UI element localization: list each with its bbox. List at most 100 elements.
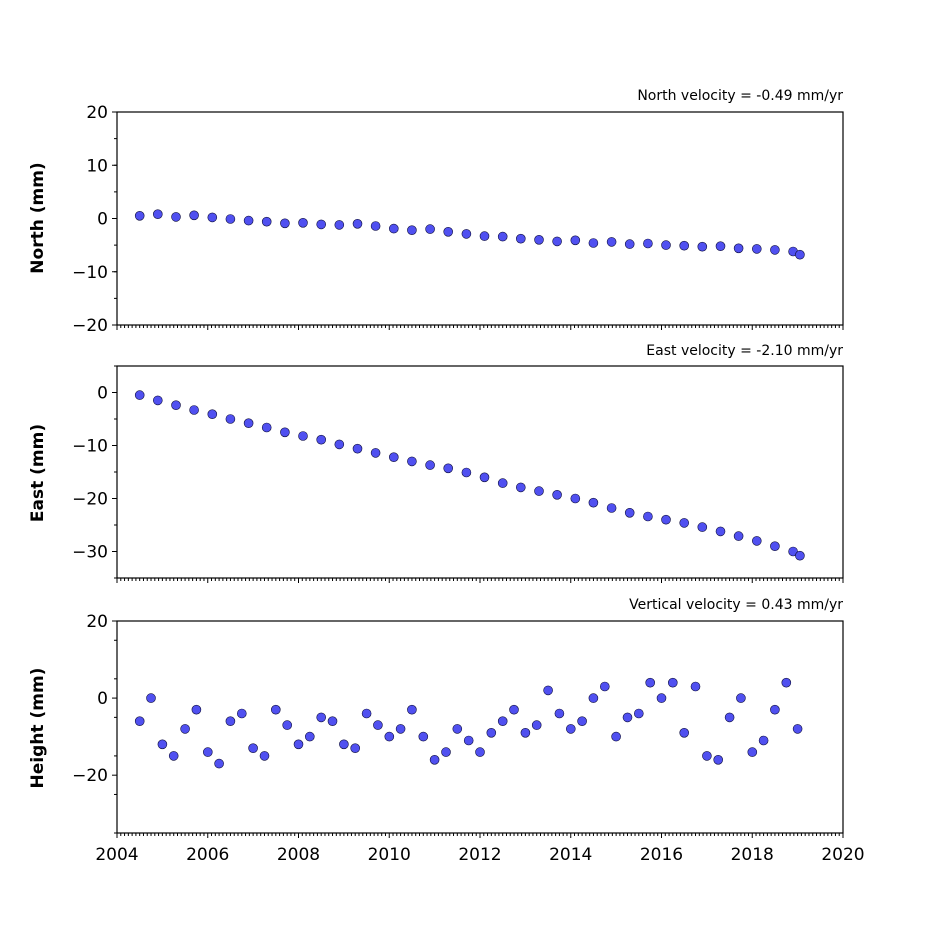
height-data-point	[622, 712, 633, 723]
north-y-tick-label: −10	[72, 263, 108, 283]
east-data-point	[697, 522, 708, 532]
height-data-point	[611, 731, 621, 742]
east-data-point	[207, 409, 218, 420]
height-data-point	[384, 731, 395, 742]
north-axes-frame	[116, 111, 844, 326]
east-y-axis-label: East (mm)	[28, 424, 48, 522]
height-x-tick-label: 2010	[368, 845, 411, 865]
height-data-point	[588, 693, 599, 703]
east-data-point	[479, 472, 490, 483]
height-data-point	[214, 758, 224, 769]
height-x-tick-label: 2004	[95, 845, 138, 865]
north-data-point	[588, 238, 599, 248]
height-x-tick-label: 2020	[821, 845, 864, 865]
east-data-point	[134, 390, 145, 400]
north-data-point	[606, 237, 617, 247]
east-data-point	[407, 456, 417, 467]
height-y-ticks: 20 0 −20	[72, 612, 117, 834]
north-data-point	[661, 240, 671, 250]
east-x-ticks	[116, 578, 844, 583]
east-data-point	[189, 405, 199, 415]
east-data-point	[715, 526, 726, 537]
north-data-point	[407, 225, 417, 235]
east-y-tick-label: −30	[72, 543, 108, 563]
height-data-point	[237, 708, 247, 719]
north-data-point	[643, 238, 653, 249]
east-data-point	[733, 531, 744, 541]
north-data-point	[370, 221, 381, 231]
north-data-point	[534, 235, 544, 245]
north-data-point	[697, 241, 708, 252]
east-data-point	[795, 550, 805, 561]
north-y-ticks: 20 10 0 −10 −20	[72, 103, 117, 336]
height-data-point	[418, 731, 429, 742]
east-data-point	[370, 448, 381, 458]
east-y-tick-label: −20	[72, 490, 108, 510]
height-data-point	[667, 677, 678, 688]
north-y-tick-label: 20	[86, 103, 108, 123]
height-data-point	[429, 754, 440, 765]
height-data-point	[486, 727, 497, 738]
east-data-point	[497, 478, 508, 488]
north-data-point	[679, 240, 690, 251]
north-data-point	[425, 224, 435, 234]
north-data-point	[515, 233, 526, 244]
height-data-point	[452, 724, 463, 734]
east-data-point	[261, 422, 272, 433]
height-data-point	[304, 731, 315, 742]
height-x-tick-label: 2008	[277, 845, 320, 865]
height-x-tick-label: 2016	[640, 845, 683, 865]
north-panel: North velocity = -0.49 mm/yr North (mm) …	[28, 88, 844, 336]
north-data-point	[461, 229, 472, 239]
height-data-point	[713, 754, 724, 765]
height-data-point	[656, 693, 667, 703]
north-data-point	[715, 241, 726, 251]
north-data-point	[153, 209, 163, 219]
east-y-tick-label: −10	[72, 437, 108, 457]
height-data-point	[191, 704, 202, 715]
height-x-tick-label: 2014	[549, 845, 592, 865]
height-data-point	[225, 716, 236, 727]
north-data-point	[352, 219, 363, 229]
height-x-ticks: 2004 2006 2008 2010 2012 2014 2016 2018 2020	[95, 833, 865, 865]
east-velocity-title: East velocity = -2.10 mm/yr	[646, 343, 843, 359]
east-series	[134, 390, 805, 561]
height-data-point	[361, 708, 372, 719]
north-data-point	[479, 231, 490, 241]
height-data-point	[248, 743, 258, 754]
east-data-point	[153, 395, 163, 406]
height-y-tick-label: 0	[97, 689, 108, 709]
height-data-point	[747, 747, 758, 757]
east-data-point	[352, 443, 363, 454]
north-data-point	[624, 239, 635, 249]
east-data-point	[770, 541, 780, 552]
east-data-point	[661, 514, 671, 525]
height-y-axis-label: Height (mm)	[28, 668, 48, 789]
east-data-point	[534, 486, 544, 496]
north-data-point	[207, 212, 218, 223]
north-data-point	[225, 214, 236, 224]
height-data-point	[758, 735, 769, 746]
height-data-point	[770, 704, 780, 715]
height-data-point	[702, 751, 712, 761]
east-data-point	[280, 427, 290, 438]
east-axes-frame	[116, 365, 844, 579]
height-data-point	[633, 708, 644, 719]
height-data-point	[339, 739, 349, 750]
east-y-ticks: 0 −10 −20 −30	[72, 365, 117, 579]
east-data-point	[443, 463, 454, 474]
east-data-point	[751, 536, 762, 546]
height-data-point	[270, 704, 281, 715]
height-axes-frame	[116, 620, 844, 834]
north-data-point	[298, 218, 308, 228]
height-data-point	[282, 720, 293, 730]
north-data-point	[316, 219, 327, 230]
height-data-point	[180, 724, 190, 734]
north-data-point	[552, 236, 562, 247]
height-data-point	[293, 739, 304, 750]
height-data-point	[259, 751, 270, 761]
east-data-point	[679, 518, 690, 528]
east-data-point	[425, 460, 435, 470]
east-data-point	[298, 431, 308, 441]
east-data-point	[624, 507, 635, 518]
